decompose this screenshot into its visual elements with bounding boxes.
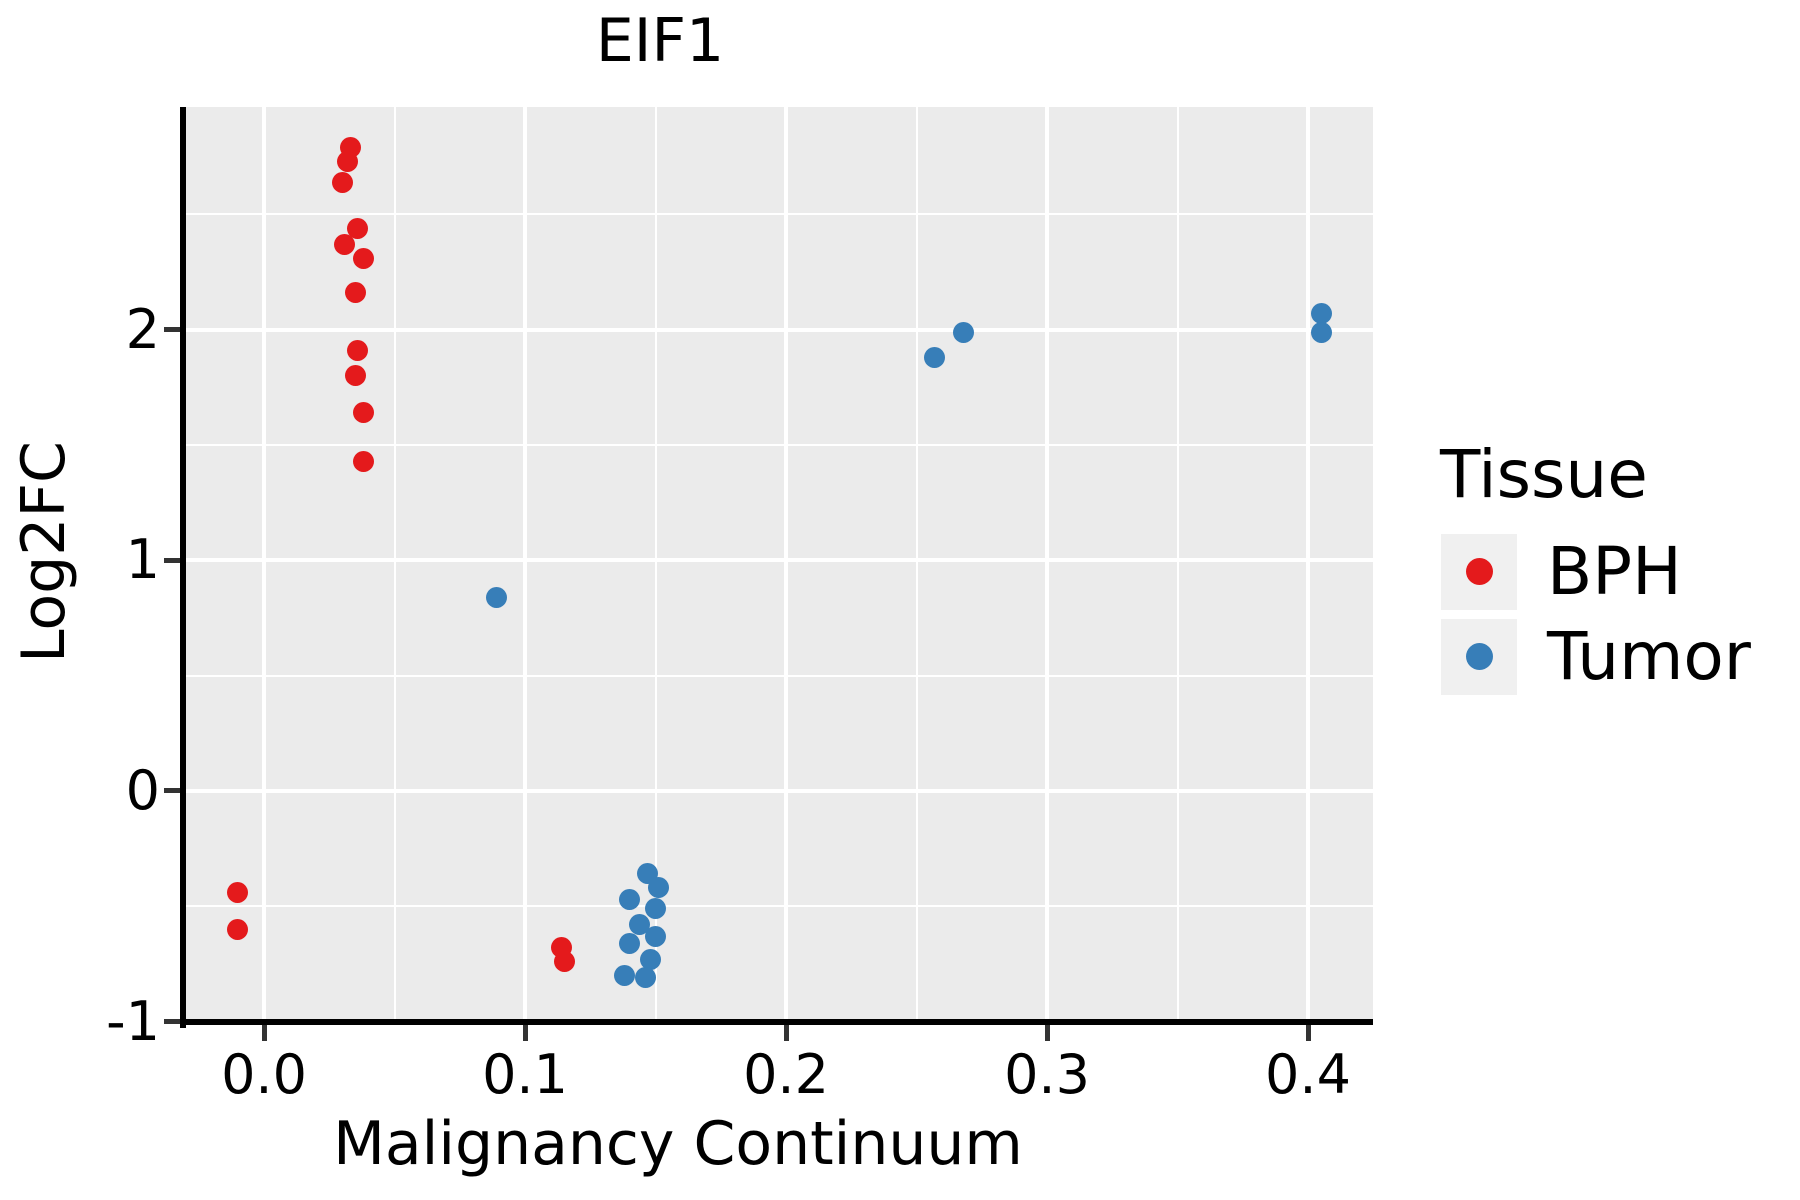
data-point-tumor [647,877,669,899]
minor-gridline-y [186,213,1373,216]
minor-gridline-y [186,674,1373,677]
major-gridline-x [262,107,267,1022]
minor-gridline-x [915,107,918,1022]
major-gridline-x [1045,107,1050,1022]
tumor-legend-dot-icon [1465,643,1493,670]
data-point-tumor [639,948,661,970]
legend-item-label: Tumor [1547,618,1751,695]
x-tick-label: 0.3 [1004,1043,1090,1106]
minor-gridline-y [186,444,1373,447]
data-point-bph [352,402,374,424]
data-point-bph [227,881,249,903]
bph-legend-dot-icon [1465,558,1493,585]
data-point-tumor [485,586,507,608]
y-tick-mark [164,557,180,563]
data-point-bph [331,171,353,193]
x-tick-mark [1044,1025,1050,1041]
major-gridline-x [784,107,789,1022]
data-point-bph [347,217,369,239]
minor-gridline-x [1176,107,1179,1022]
legend-key-box [1441,533,1517,610]
major-gridline-y [186,327,1373,332]
x-tick-label: 0.2 [743,1043,829,1106]
y-tick-label: -1 [106,989,160,1053]
y-tick-mark [164,788,180,794]
legend-key-box [1441,618,1517,695]
data-point-tumor [645,898,667,920]
data-point-tumor [629,914,651,936]
y-tick-label: 2 [125,297,160,361]
data-point-tumor [634,967,656,989]
major-gridline-y [186,788,1373,793]
minor-gridline-x [654,107,657,1022]
data-point-bph [337,150,359,172]
x-axis-label: Malignancy Continuum [333,1109,1023,1179]
y-tick-label: 1 [125,528,160,592]
x-tick-mark [522,1025,528,1041]
x-tick-label: 0.1 [482,1043,568,1106]
data-point-tumor [1310,321,1332,343]
y-axis-spine [180,107,186,1028]
data-point-bph [352,450,374,472]
data-point-bph [344,365,366,387]
data-point-bph [352,247,374,269]
data-point-tumor [618,888,640,910]
major-gridline-y [186,558,1373,563]
data-point-tumor [613,964,635,986]
y-tick-mark [164,1019,180,1025]
data-point-tumor [645,925,667,947]
data-point-bph [553,951,575,973]
legend: Tissue BPH Tumor [1440,436,1751,703]
y-tick-mark [164,327,180,333]
x-tick-label: 0.0 [221,1043,307,1106]
x-tick-mark [261,1025,267,1041]
data-point-bph [227,918,249,940]
data-point-bph [347,340,369,361]
major-gridline-x [1306,107,1310,1022]
legend-item-tumor: Tumor [1441,618,1751,695]
minor-gridline-y [186,905,1373,908]
x-tick-mark [783,1025,789,1041]
data-point-tumor [953,321,974,343]
x-axis-spine [180,1019,1373,1025]
data-point-tumor [618,932,640,954]
legend-item-label: BPH [1547,533,1682,610]
y-axis-label: Log2FC [9,441,79,663]
legend-item-bph: BPH [1441,533,1751,610]
data-point-bph [344,282,366,304]
major-gridline-x [523,107,528,1022]
data-point-tumor [1310,303,1332,325]
plot-title: EIF1 [595,6,725,76]
minor-gridline-x [393,107,396,1022]
data-point-bph [334,233,356,255]
legend-title: Tissue [1440,436,1648,513]
x-tick-label: 0.4 [1265,1043,1351,1106]
y-tick-label: 0 [125,758,160,822]
x-tick-mark [1305,1025,1311,1041]
data-point-tumor [924,346,946,368]
plot-panel [186,107,1373,1024]
